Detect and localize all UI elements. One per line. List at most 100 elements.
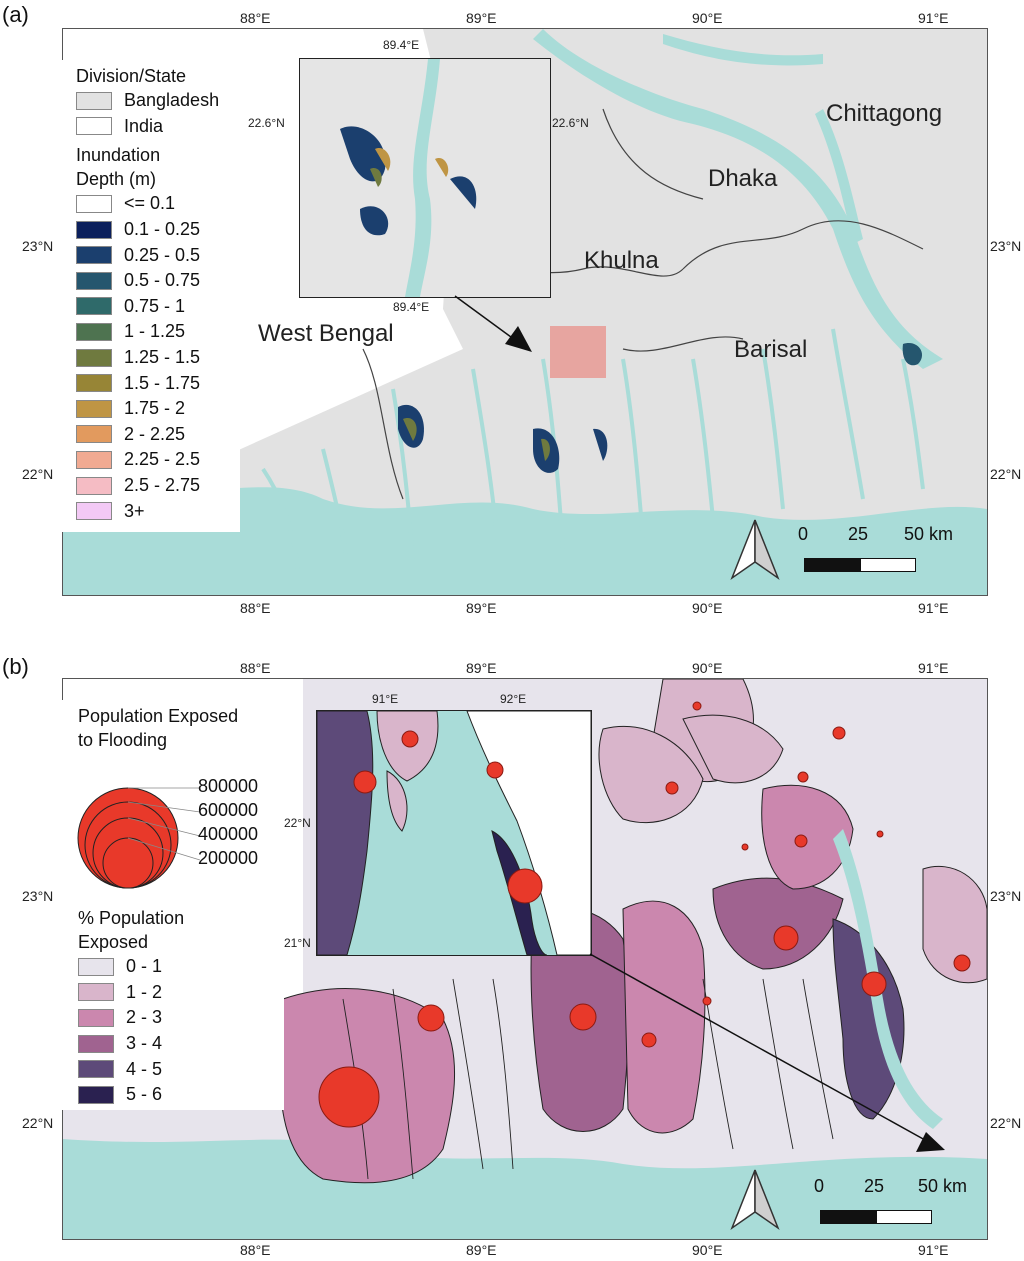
- legend-depth-label: 1.5 - 1.75: [124, 372, 201, 393]
- a-xtick-top-90: 90°E: [692, 10, 723, 26]
- legend-depth-label: 2 - 2.25: [124, 423, 186, 444]
- legend-depth-item: 1.5 - 1.75: [76, 370, 240, 396]
- scale-b-0: 0: [814, 1176, 825, 1196]
- legend-pct-label: 4 - 5: [126, 1058, 163, 1079]
- legend-depth-label: 2.5 - 2.75: [124, 475, 201, 496]
- legend-depth-swatch: [76, 348, 112, 367]
- legend-depth-item: 0.75 - 1: [76, 294, 240, 320]
- bubble-bhola: [861, 971, 887, 997]
- legend-depth-swatch: [76, 297, 112, 316]
- legend-pct-swatch: [78, 983, 114, 1002]
- legend-pct-item: 2 - 3: [78, 1005, 184, 1031]
- inset-a-bottom-tick: 89.4°E: [393, 300, 430, 314]
- b-ytick-left-22: 22°N: [22, 1115, 54, 1131]
- inset-a-left-tick: 22.6°N: [248, 116, 285, 130]
- legend-depth-item: 2.25 - 2.5: [76, 447, 240, 473]
- legend-pct-swatch: [78, 1060, 114, 1079]
- bubble-comilla: [876, 830, 884, 838]
- inset-a: [299, 58, 551, 298]
- legend-depth-item: 0.1 - 0.25: [76, 217, 240, 243]
- b-xtick-bottom-88: 88°E: [240, 1242, 271, 1258]
- legend-pct-swatch: [78, 1008, 114, 1027]
- scale-b-white: [876, 1210, 932, 1224]
- legend-pct-item: 3 - 4: [78, 1031, 184, 1057]
- legend-bubble-400000: 400000: [198, 824, 259, 844]
- legend-a: Division/State Bangladesh India Inundati…: [62, 60, 240, 532]
- legend-depth-label: 0.5 - 0.75: [124, 270, 201, 291]
- b-ytick-right-23: 23°N: [990, 888, 1022, 904]
- legend-depth-label: 0.25 - 0.5: [124, 244, 201, 265]
- b-xtick-top-91: 91°E: [918, 660, 949, 676]
- a-xtick-bottom-89: 89°E: [466, 600, 497, 616]
- legend-item-bangladesh: Bangladesh: [76, 88, 240, 114]
- label-west-bengal: West Bengal: [258, 320, 394, 347]
- legend-pct-title-2: Exposed: [78, 932, 149, 952]
- legend-depth-item: <= 0.1: [76, 191, 240, 217]
- label-khulna: Khulna: [584, 247, 659, 274]
- scale-a-50: 50 km: [904, 524, 954, 544]
- bubble-jessore: [665, 781, 679, 795]
- scale-a-25: 25: [848, 524, 869, 544]
- inset-b-top-tick-91: 91°E: [372, 692, 399, 706]
- scale-a-black: [804, 558, 860, 572]
- bubble-inset-1: [353, 770, 377, 794]
- scale-bar-b: 0 25 50 km: [814, 1176, 967, 1228]
- legend-depth-label: 0.1 - 0.25: [124, 219, 201, 240]
- legend-item-india: India: [76, 114, 240, 140]
- legend-pct-block: % Population Exposed 0 - 1 1 - 2 2 - 3 3 - …: [78, 906, 184, 1108]
- scale-b-50: 50 km: [918, 1176, 968, 1196]
- bubble-chittagong: [953, 954, 971, 972]
- bubble-west-bengal-south: [318, 1066, 380, 1128]
- panel-b-label: (b): [2, 654, 29, 679]
- legend-pct-swatch: [78, 957, 114, 976]
- a-xtick-bottom-90: 90°E: [692, 600, 723, 616]
- legend-label-bangladesh: Bangladesh: [124, 90, 220, 111]
- bubble-khulna: [569, 1003, 597, 1031]
- panel-a-label: (a): [2, 2, 29, 27]
- inset-b-top-tick-92: 92°E: [500, 692, 527, 706]
- bubble-pirojpur: [702, 996, 712, 1006]
- legend-depth-item: 0.5 - 0.75: [76, 268, 240, 294]
- legend-depth-swatch: [76, 502, 112, 521]
- legend-pct-swatch: [78, 1085, 114, 1104]
- legend-pop-title-2: to Flooding: [78, 730, 168, 750]
- legend-pct-item: 5 - 6: [78, 1082, 184, 1108]
- inset-a-right-tick: 22.6°N: [552, 116, 589, 130]
- a-xtick-bottom-91: 91°E: [918, 600, 949, 616]
- bubble-madaripur: [794, 834, 808, 848]
- legend-depth-item: 2 - 2.25: [76, 422, 240, 448]
- legend-pct-swatch: [78, 1034, 114, 1053]
- legend-bubble-600000: 600000: [198, 800, 259, 820]
- legend-depth-swatch: [76, 194, 112, 213]
- legend-depth-label: 1.25 - 1.5: [124, 347, 201, 368]
- b-xtick-top-90: 90°E: [692, 660, 723, 676]
- legend-depth-item: 1 - 1.25: [76, 319, 240, 345]
- legend-pct-item: 1 - 2: [78, 980, 184, 1006]
- legend-bubble-200000: 200000: [198, 848, 259, 868]
- legend-depth-item: 2.5 - 2.75: [76, 473, 240, 499]
- bubble-inset-3: [486, 761, 504, 779]
- a-ytick-left-22: 22°N: [22, 466, 54, 482]
- a-xtick-top-89: 89°E: [466, 10, 497, 26]
- bubble-inset-2: [401, 730, 419, 748]
- legend-pct-title-1: % Population: [78, 908, 185, 928]
- legend-depth-label: 2.25 - 2.5: [124, 449, 201, 470]
- legend-depth-item: 1.75 - 2: [76, 396, 240, 422]
- scale-bar-a: 0 25 50 km: [798, 524, 953, 576]
- scale-a-0: 0: [798, 524, 809, 544]
- bubble-barisal: [773, 925, 799, 951]
- bubble-bagerhat: [641, 1032, 657, 1048]
- label-chittagong: Chittagong: [826, 100, 943, 127]
- legend-depth-swatch: [76, 322, 112, 341]
- legend-pct-item: 0 - 1: [78, 954, 184, 980]
- a-ytick-right-22: 22°N: [990, 466, 1022, 482]
- legend-depth-label: 3+: [124, 500, 145, 521]
- bubble-inset-4: [507, 868, 543, 904]
- legend-depth-item: 0.25 - 0.5: [76, 242, 240, 268]
- legend-b: Population Exposed to Flooding 800000 60…: [62, 700, 284, 1110]
- legend-depth-swatch: [76, 450, 112, 469]
- b-xtick-bottom-91: 91°E: [918, 1242, 949, 1258]
- legend-depth-title-2: Depth (m): [76, 169, 157, 190]
- legend-bubble-800000: 800000: [198, 776, 259, 796]
- a-xtick-top-88: 88°E: [240, 10, 271, 26]
